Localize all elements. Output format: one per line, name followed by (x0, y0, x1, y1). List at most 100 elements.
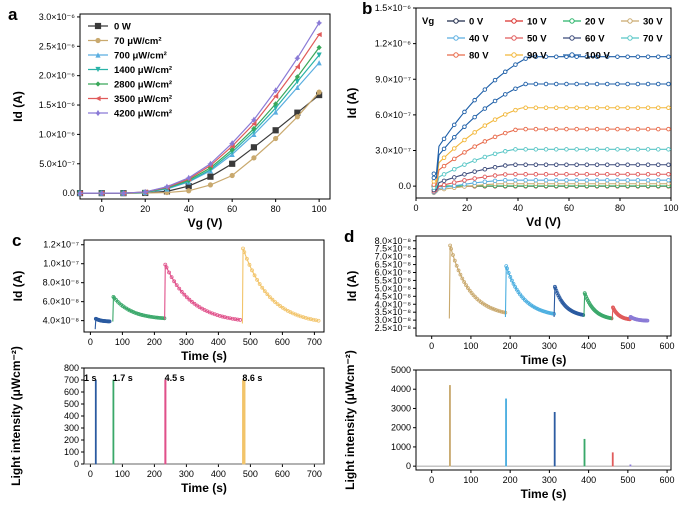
data-point (543, 171, 549, 177)
data-point (554, 181, 559, 186)
data-point (492, 98, 498, 104)
data-point (492, 117, 498, 122)
y-tick-label: 4.0×10⁻⁸ (43, 316, 80, 326)
legend-label: 700 μW/cm² (114, 51, 167, 62)
data-point (635, 105, 641, 110)
light-pulse (629, 464, 632, 467)
data-point (490, 306, 495, 311)
y-axis-label: Id (A) (345, 88, 359, 119)
data-point (503, 172, 508, 177)
data-point (615, 171, 620, 177)
data-point (452, 122, 457, 128)
data-point (120, 190, 127, 197)
y-axis-label: Id (A) (11, 91, 25, 122)
data-point (294, 64, 300, 70)
y-tick-label: 1.5×10⁻⁶ (39, 100, 76, 110)
data-point (556, 293, 561, 298)
data-point (272, 87, 279, 94)
data-point (615, 81, 620, 87)
data-point (251, 125, 257, 132)
data-point (543, 147, 549, 152)
panel-label: a (8, 5, 18, 24)
output-curve (431, 105, 671, 184)
output-curve (431, 147, 671, 190)
y-tick-label: 700 (64, 375, 79, 385)
legend-marker (94, 109, 102, 117)
output-curve (431, 54, 671, 177)
data-point (625, 181, 630, 186)
data-point (153, 315, 158, 320)
data-point (471, 293, 476, 298)
data-point (451, 253, 455, 257)
transient-series (241, 246, 321, 324)
legend-marker (511, 18, 517, 24)
data-point (645, 126, 651, 132)
y-axis-label: Light intensity (μWcm⁻²) (9, 346, 23, 486)
data-point (666, 177, 671, 183)
data-point (503, 92, 508, 97)
data-point (482, 87, 488, 92)
legend-marker (569, 18, 575, 24)
data-point (497, 309, 502, 314)
data-point (316, 19, 323, 26)
data-point (177, 286, 182, 291)
data-point (273, 300, 277, 304)
light-pulse (553, 412, 556, 467)
data-point (625, 177, 630, 183)
data-point (543, 162, 549, 167)
data-point (294, 114, 300, 120)
data-point (625, 147, 630, 152)
series-line (80, 91, 320, 194)
data-point (523, 181, 528, 186)
x-tick-label: 500 (243, 469, 258, 479)
y-tick-label: 0 (406, 461, 411, 471)
x-tick-label: 60 (564, 203, 574, 213)
y-tick-label: 5.0×10⁻⁸ (375, 283, 412, 293)
data-point (503, 69, 508, 75)
x-axis-label: Time (s) (181, 481, 227, 495)
legend-label: 80 V (469, 51, 489, 62)
data-point (656, 181, 661, 186)
data-point (462, 150, 467, 155)
data-point (615, 181, 620, 186)
legend-label: 30 V (643, 17, 663, 28)
data-point (472, 114, 477, 120)
y-tick-label: 6.0×10⁻⁸ (375, 268, 412, 278)
data-point (260, 285, 265, 290)
y-tick-label: 7.5×10⁻⁸ (375, 244, 412, 254)
legend-marker (453, 52, 459, 58)
data-point (140, 313, 144, 317)
data-point (458, 272, 463, 277)
data-point (472, 144, 477, 149)
panel-label: c (12, 231, 21, 250)
data-point (554, 126, 559, 132)
plot-frame (415, 235, 672, 337)
legend-label: 90 V (527, 51, 547, 62)
data-point (148, 314, 153, 319)
data-point (523, 162, 528, 167)
data-point (666, 126, 671, 132)
data-point (510, 278, 514, 283)
data-point (615, 147, 620, 152)
data-point (656, 126, 661, 132)
x-tick-label: 200 (147, 337, 162, 347)
data-point (268, 295, 272, 299)
x-tick-label: 0 (413, 203, 418, 213)
data-point (241, 246, 245, 251)
data-point (554, 54, 559, 59)
x-tick-label: 0 (99, 204, 104, 214)
legend-marker (569, 52, 575, 58)
data-point (523, 177, 528, 183)
data-point (513, 171, 518, 177)
plot-frame (415, 369, 672, 471)
data-point (594, 171, 600, 177)
x-axis-label: Time (s) (181, 349, 227, 363)
data-point (482, 166, 488, 172)
x-tick-label: 200 (503, 341, 518, 351)
plot-frame (415, 7, 672, 199)
data-point (584, 54, 590, 59)
data-point (462, 124, 467, 129)
data-point (574, 105, 579, 110)
data-point (182, 292, 187, 297)
data-point (484, 303, 489, 308)
